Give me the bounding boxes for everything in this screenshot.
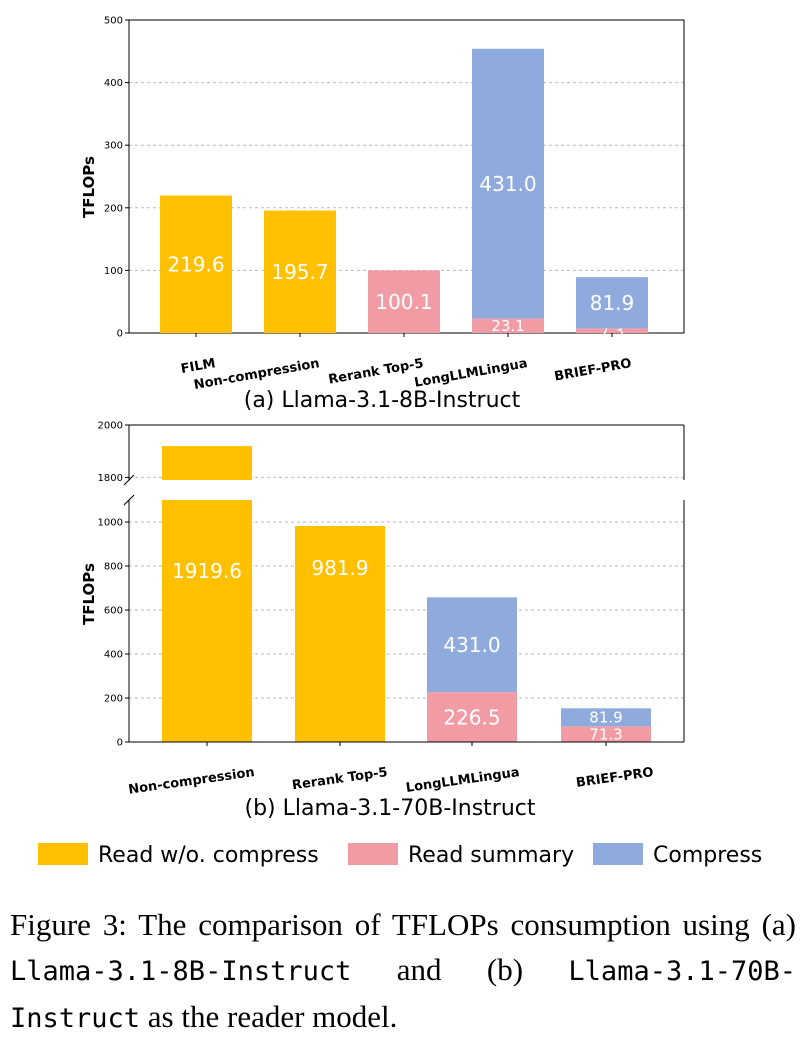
y-axis-label: TFLOPs: [80, 156, 98, 218]
x-tick-label: Rerank Top-5: [327, 356, 424, 387]
y-tick-label: 200: [104, 203, 123, 214]
bar: [576, 328, 648, 333]
subtitle-a: (a) Llama-3.1-8B-Instruct: [244, 388, 521, 413]
y-tick-label: 500: [104, 16, 123, 27]
y-tick-label: 1000: [98, 518, 123, 529]
chart-a: 0100200300400500TFLOPs219.6FILM195.7Non-…: [80, 16, 685, 393]
legend: Read w/o. compress Read summary Compress: [38, 843, 762, 868]
bar: [561, 708, 651, 727]
y-tick-label: 300: [104, 141, 123, 152]
legend-label: Read summary: [408, 843, 574, 868]
data-label: 226.5: [443, 705, 500, 729]
caption-model-b: Llama-3.1-70B-Instruct: [10, 956, 796, 1034]
x-tick-label: BRIEF-PRO: [553, 356, 633, 384]
data-label: 1919.6: [172, 559, 242, 583]
y-axis-label: TFLOPs: [80, 563, 98, 625]
data-label: 431.0: [479, 172, 536, 196]
y-tick-label: 200: [104, 694, 123, 705]
data-label: 100.1: [375, 290, 432, 314]
caption-middle: and (b): [351, 952, 569, 987]
bar: [295, 525, 385, 742]
bar: [576, 277, 648, 329]
y-tick-label: 400: [104, 650, 123, 661]
y-tick-label: 0: [117, 738, 123, 749]
y-tick-label: 800: [104, 562, 123, 573]
y-tick-label: 100: [104, 266, 123, 277]
data-label: 981.9: [311, 556, 368, 580]
data-label: 431.0: [443, 633, 500, 657]
x-tick-label: Rerank Top-5: [291, 765, 388, 793]
bar: [162, 500, 252, 742]
bar: [427, 692, 517, 742]
bar-upper-segment: [162, 446, 252, 480]
bar: [427, 597, 517, 693]
subtitle-b: (b) Llama-3.1-70B-Instruct: [244, 796, 535, 821]
bar: [472, 48, 544, 319]
x-tick-label: BRIEF-PRO: [575, 765, 654, 791]
axis-break-mark: [123, 494, 135, 506]
y-tick-label: 400: [104, 78, 123, 89]
y-tick-label: 1800: [98, 473, 123, 484]
x-tick-label: LongLLMLingua: [413, 356, 528, 391]
legend-label: Read w/o. compress: [98, 843, 319, 868]
x-tick-label: FILM: [180, 356, 217, 377]
chart-b: 1919.6 Non-compression 981.9 Rerank Top-5 22…: [80, 421, 685, 798]
data-label: 195.7: [271, 260, 328, 284]
bar: [472, 318, 544, 333]
caption-prefix: Figure 3: The comparison of TFLOPs consu…: [10, 907, 796, 942]
bar: [160, 195, 232, 333]
caption-model-a: Llama-3.1-8B-Instruct: [10, 956, 352, 987]
data-label: 23.1: [491, 317, 524, 335]
data-label: 81.9: [590, 291, 635, 315]
bar: [368, 270, 440, 333]
axis-break-mark: [123, 474, 135, 486]
caption-suffix: as the reader model.: [140, 999, 398, 1034]
y-tick-label: 600: [104, 606, 123, 617]
legend-swatch: [38, 843, 88, 865]
figure-caption: Figure 3: The comparison of TFLOPs consu…: [10, 902, 796, 1041]
legend-swatch: [593, 843, 643, 865]
data-label: 219.6: [167, 252, 224, 276]
legend-swatch: [348, 843, 398, 865]
y-tick-label: 2000: [98, 421, 123, 432]
bar: [561, 726, 651, 742]
y-tick-label: 0: [117, 329, 123, 340]
x-tick-label: Non-compression: [127, 765, 255, 798]
x-tick-label: LongLLMLingua: [405, 765, 521, 796]
legend-label: Compress: [653, 843, 762, 868]
data-label: 81.9: [589, 709, 622, 727]
bar: [264, 210, 336, 333]
figure: 0 100 200 300 400 500 TFLOPs 219.6 FILM 195.7 Non-…: [38, 16, 762, 868]
data-label: 71.3: [589, 726, 622, 744]
